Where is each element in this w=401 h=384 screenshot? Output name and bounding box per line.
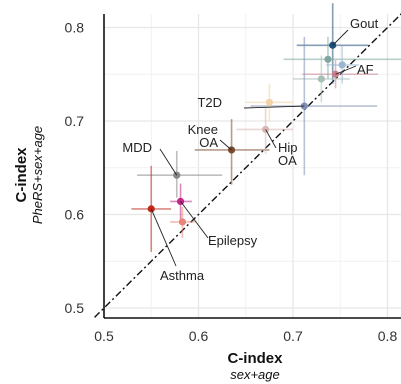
y-axis-title: C-index (13, 147, 30, 203)
leader-af (335, 65, 357, 75)
leader-epilepsy (180, 201, 209, 239)
data-point (317, 75, 325, 83)
data-point (265, 98, 273, 106)
y-tick-label: 0.6 (65, 207, 85, 223)
leader-knee-oa (219, 139, 232, 151)
tick-labels: 0.5 0.6 0.7 0.8 0.5 0.6 0.7 0.8 (65, 20, 398, 345)
leader-hip-oa (265, 129, 277, 149)
annotation-knee-oa-line1: Knee (188, 122, 218, 137)
annotation-knee-oa-line2: OA (199, 135, 218, 150)
reference-line (94, 13, 401, 318)
data-point (178, 218, 187, 226)
leader-mdd (159, 148, 178, 176)
annotation-asthma: Asthma (160, 268, 205, 283)
points (147, 41, 346, 226)
x-tick-label: 0.5 (94, 328, 114, 344)
annotation-af: AF (357, 62, 374, 77)
annotation-hip-oa-line1: Hip (278, 140, 298, 155)
leader-t2d (243, 105, 305, 109)
leader-gout (332, 29, 349, 46)
x-axis-title: C-index (227, 350, 283, 367)
y-axis-subtitle: PheRS+sex+age (30, 126, 45, 224)
leader-asthma (150, 208, 177, 267)
data-point (147, 205, 155, 213)
data-point (338, 61, 346, 69)
x-tick-label: 0.8 (378, 328, 398, 344)
annotation-t2d: T2D (197, 95, 222, 110)
y-tick-label: 0.7 (65, 113, 85, 129)
x-tick-label: 0.6 (189, 328, 209, 344)
data-point (176, 197, 185, 206)
annotation-hip-oa-line2: OA (278, 153, 297, 168)
annotation-epilepsy: Epilepsy (208, 233, 258, 248)
data-point (324, 55, 332, 63)
annotation-gout: Gout (350, 16, 379, 31)
axes (103, 14, 401, 319)
annotation-leaders (150, 29, 357, 267)
identity-line (94, 13, 401, 318)
x-axis-subtitle: sex+age (230, 367, 280, 382)
x-tick-label: 0.7 (283, 328, 303, 344)
annotation-mdd: MDD (122, 140, 152, 155)
y-tick-label: 0.5 (65, 300, 85, 316)
y-tick-label: 0.8 (65, 20, 85, 36)
